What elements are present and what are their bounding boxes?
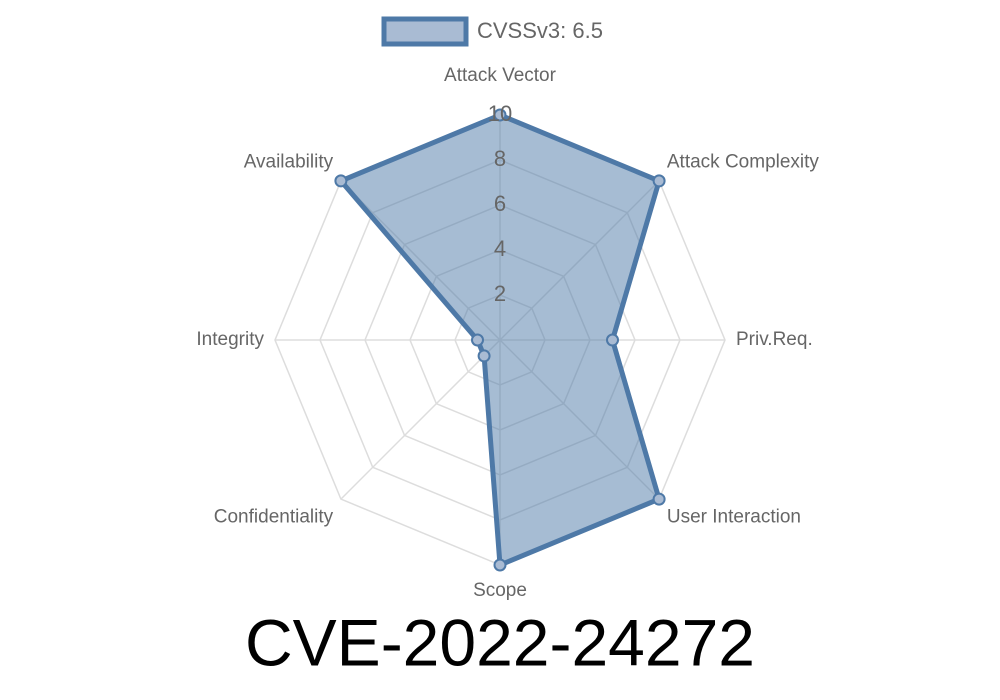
legend-swatch [381, 16, 469, 47]
labels: CVSSv3: 6.5 2 4 6 8 10 Attack Vector Attack Com… [196, 16, 820, 601]
category-label: Attack Vector [444, 65, 557, 86]
chart-title: CVE-2022-24272 [245, 605, 755, 679]
data-point [493, 558, 507, 572]
r-tick-label: 6 [494, 191, 506, 216]
r-tick-label: 4 [494, 236, 506, 261]
r-tick-label: 10 [488, 101, 512, 126]
category-label: Integrity [196, 329, 264, 350]
data-point [606, 333, 619, 347]
data-point [471, 333, 484, 347]
data-point [493, 108, 507, 122]
r-tick-label: 2 [494, 281, 506, 306]
category-label: Attack Complexity [667, 152, 820, 173]
data-point [477, 349, 491, 363]
data-point [652, 174, 666, 188]
category-label: Confidentiality [214, 506, 334, 527]
category-label: Availability [244, 152, 334, 173]
data-point [334, 174, 348, 188]
category-label: Scope [473, 580, 527, 601]
r-tick-label: 8 [494, 146, 506, 171]
category-label: Priv.Req. [736, 329, 813, 350]
legend-label: CVSSv3: 6.5 [477, 18, 603, 43]
spoke [340, 339, 501, 500]
category-label: User Interaction [667, 506, 801, 527]
plot-area [334, 108, 666, 572]
data-point [652, 492, 666, 506]
